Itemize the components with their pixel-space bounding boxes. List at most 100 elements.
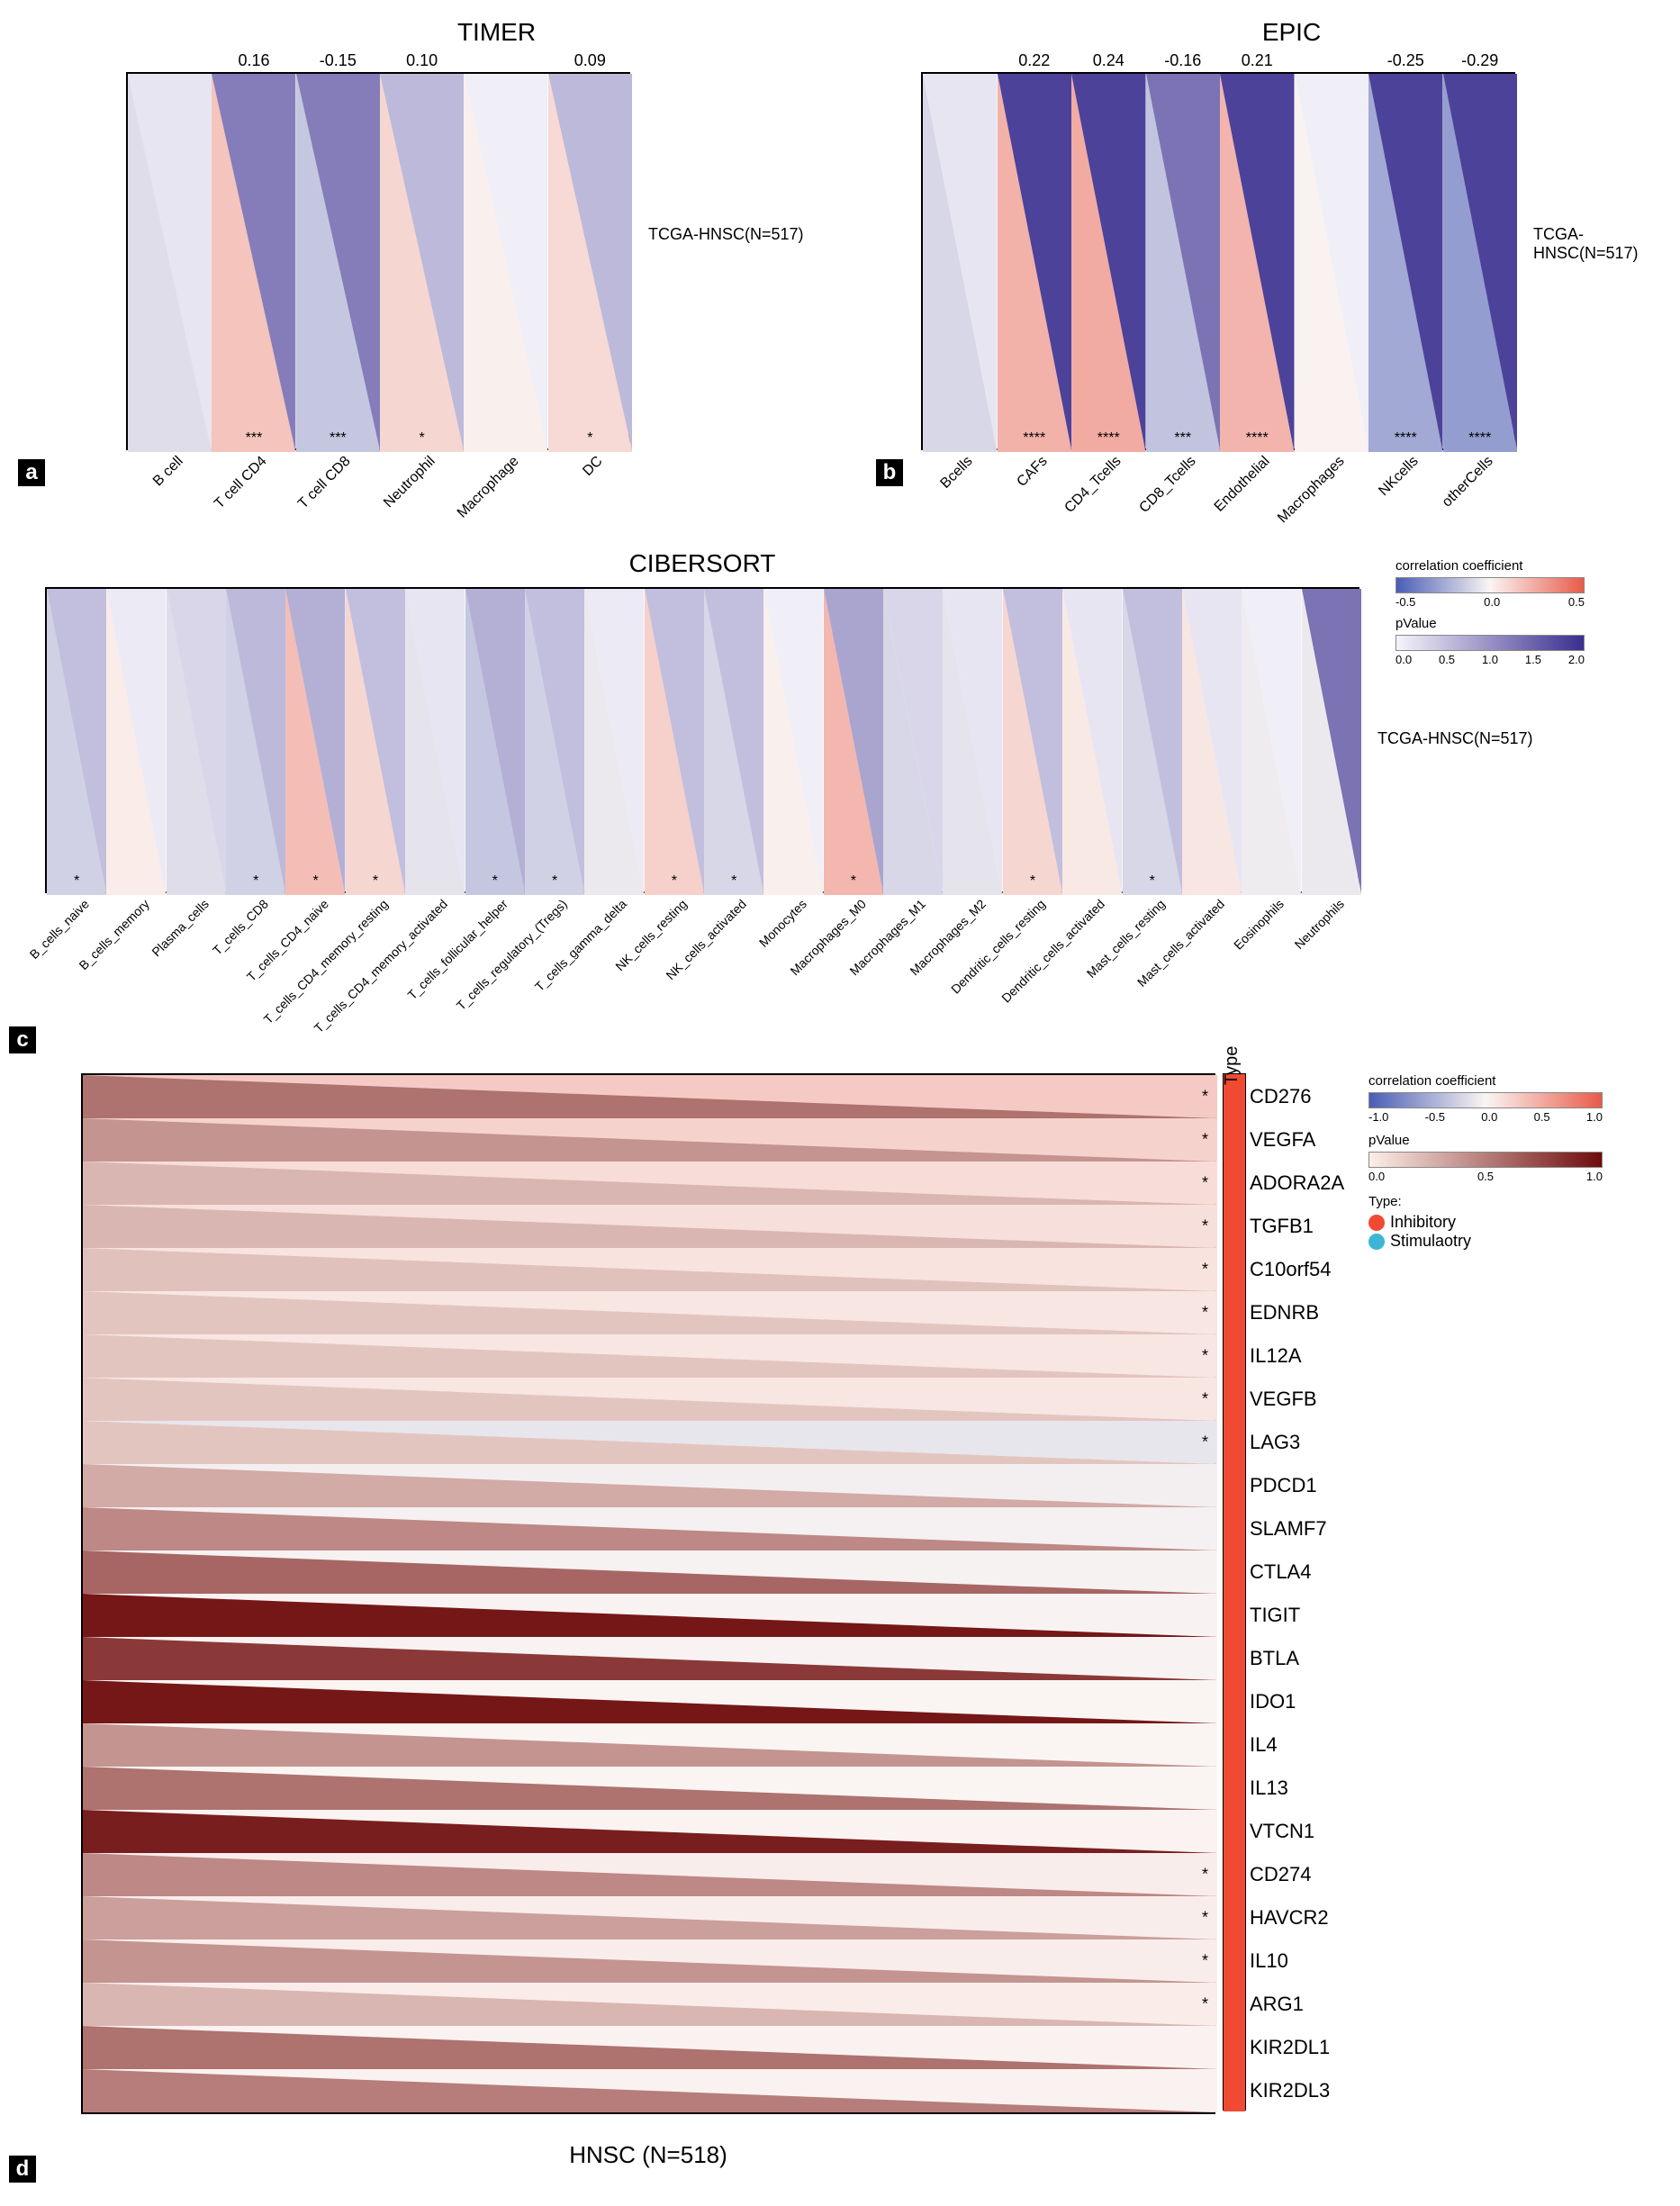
type-cell	[1224, 1420, 1245, 1463]
cell-column: Bcells	[923, 74, 998, 448]
gene-row: *TGFB1	[83, 1205, 1214, 1248]
cohort-label: TCGA-HNSC(N=517)	[648, 225, 804, 244]
cell-name: T cell CD8	[291, 448, 355, 512]
type-cell	[1224, 1982, 1245, 2025]
significance: ****	[1071, 430, 1146, 447]
type-cell	[1224, 1506, 1245, 1550]
significance: *	[1202, 1347, 1208, 1366]
type-cell	[1224, 1679, 1245, 1722]
significance: *	[1202, 1174, 1208, 1193]
significance: ***	[1146, 430, 1221, 447]
legend-corr-ticks: -0.50.00.5	[1395, 595, 1585, 609]
type-cell	[1224, 1117, 1245, 1161]
legend-type-stimulatory: Stimulaotry	[1368, 1232, 1639, 1251]
type-cell	[1224, 1809, 1245, 1852]
cell-column: Macrophage	[464, 74, 547, 448]
cell-name: Neutrophil	[375, 448, 438, 511]
type-column	[1223, 1073, 1246, 2111]
legend-c: correlation coefficient -0.50.00.5 pValu…	[1395, 558, 1612, 666]
legend-pval-gradient	[1395, 635, 1585, 651]
significance: *	[1202, 1088, 1208, 1107]
type-cell	[1224, 1161, 1245, 1204]
cohort-label: TCGA-HNSC(N=517)	[1377, 729, 1533, 748]
type-cell	[1224, 2068, 1245, 2111]
significance: *	[824, 873, 883, 890]
significance: *	[1202, 1217, 1208, 1236]
gene-row: PDCD1	[83, 1464, 1214, 1507]
cell-name: Dendritic_cells_activated	[994, 891, 1107, 1005]
cell-name: Neutrophils	[1287, 891, 1347, 952]
significance: *	[1003, 873, 1062, 890]
legend-pval-title: pValue	[1395, 616, 1612, 631]
significance: *	[1202, 1909, 1208, 1928]
cell-column: Macrophages_M2	[943, 589, 1002, 891]
legend-pval-title: pValue	[1368, 1133, 1639, 1148]
gene-row: *IL10	[83, 1939, 1214, 1983]
significance: ****	[1443, 430, 1518, 447]
cell-name: B cell	[145, 448, 186, 490]
cell-column: -0.25****NKcells	[1368, 74, 1443, 448]
type-cell	[1224, 1766, 1245, 1809]
cell-name: T cell CD4	[206, 448, 270, 512]
corr-value: 0.21	[1220, 51, 1295, 70]
significance: ****	[998, 430, 1072, 447]
significance: *	[1202, 1390, 1208, 1409]
corr-value: -0.15	[296, 51, 380, 70]
significance: *	[645, 873, 704, 890]
legend-corr-gradient	[1368, 1092, 1603, 1108]
chart-title: EPIC	[921, 18, 1662, 47]
significance: *	[1202, 1433, 1208, 1452]
legend-corr-title: correlation coefficient	[1395, 558, 1612, 574]
significance: ****	[1220, 430, 1295, 447]
panel-label-b: b	[876, 459, 903, 486]
cell-column: Macrophages_M1	[883, 589, 943, 891]
significance: *	[1202, 1995, 1208, 2014]
corr-value: -0.29	[1443, 51, 1518, 70]
legend-corr-gradient	[1395, 577, 1585, 593]
cell-name: CD4_Tcells	[1057, 448, 1125, 517]
cell-column: T_cells_CD4_memory_activated	[405, 589, 465, 891]
corr-value: 0.09	[548, 51, 632, 70]
cell-name: Macrophage	[449, 448, 522, 521]
type-cell	[1224, 1377, 1245, 1420]
type-cell	[1224, 1247, 1245, 1290]
cell-column: Macrophages	[1295, 74, 1369, 448]
panel-b: EPIC Bcells 0.22****CAFs 0.24****CD4_Tce…	[921, 18, 1662, 450]
type-cell	[1224, 1895, 1245, 1939]
gene-row: TIGIT	[83, 1594, 1214, 1637]
type-cell	[1224, 1939, 1245, 1982]
cell-name: Endothelial	[1206, 448, 1273, 515]
significance: ****	[1368, 430, 1443, 447]
panel-d-caption: HNSC (N=518)	[81, 2141, 1215, 2169]
gene-row: BTLA	[83, 1637, 1214, 1680]
significance: *	[1202, 1952, 1208, 1971]
cell-column: *T_cells_regulatory_(Tregs)	[525, 589, 584, 891]
legend-corr-title: correlation coefficient	[1368, 1073, 1639, 1089]
significance: *	[47, 873, 106, 890]
type-cell	[1224, 1550, 1245, 1593]
cell-column: B_cells_memory	[106, 589, 166, 891]
gene-row: *CD274	[83, 1853, 1214, 1896]
panel-c: CIBERSORT *B_cells_naive B_cells_memory …	[18, 549, 1662, 893]
legend-pval-gradient	[1368, 1152, 1603, 1168]
legend-pval-ticks: 0.00.51.0	[1368, 1170, 1603, 1183]
gene-row: KIR2DL3	[83, 2069, 1214, 2112]
gene-row: *ADORA2A	[83, 1162, 1214, 1205]
legend-type-inhibitory: Inhibitory	[1368, 1213, 1639, 1232]
gene-row: *VEGFB	[83, 1378, 1214, 1421]
panel-label-a: a	[18, 459, 45, 486]
gene-row: *EDNRB	[83, 1291, 1214, 1334]
triangle-chart: Bcells 0.22****CAFs 0.24****CD4_Tcells -…	[921, 72, 1515, 450]
gene-row: *HAVCR2	[83, 1896, 1214, 1939]
cell-name: T_cells_follicular_helper	[400, 891, 510, 1002]
cell-column: 0.16***T cell CD4	[212, 74, 295, 448]
type-cell	[1224, 1204, 1245, 1247]
significance: *	[1202, 1866, 1208, 1885]
significance: ***	[296, 430, 380, 447]
panel-a: TIMER B cell 0.16***T cell CD4 -0.15***T…	[18, 18, 867, 450]
cell-column: Neutrophils	[1302, 589, 1361, 891]
gene-row: *LAG3	[83, 1421, 1214, 1464]
type-cell	[1224, 2025, 1245, 2068]
cell-column: -0.16***CD8_Tcells	[1146, 74, 1221, 448]
cell-column: B cell	[128, 74, 212, 448]
